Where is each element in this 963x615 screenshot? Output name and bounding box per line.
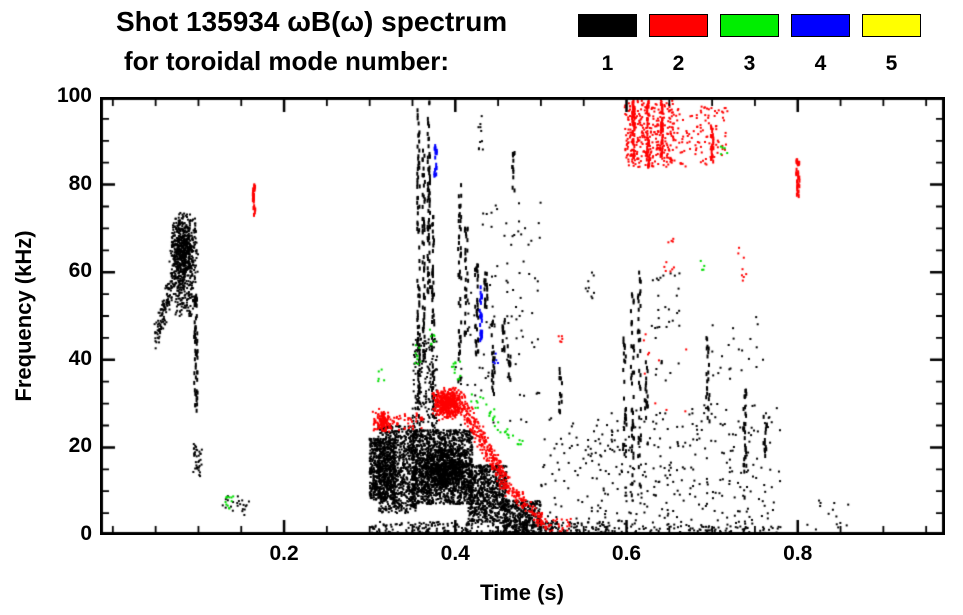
legend-swatches (578, 14, 921, 37)
legend-swatch (862, 14, 921, 37)
y-tick-label: 20 (68, 434, 92, 458)
legend-number: 3 (743, 52, 756, 75)
legend-number: 4 (814, 52, 827, 75)
y-tick-label: 0 (80, 522, 92, 545)
legend-number: 2 (672, 52, 685, 75)
legend-mode-numbers: 1 2 3 4 5 (578, 52, 921, 76)
legend-swatch (649, 14, 708, 37)
x-tick-label: 0.4 (440, 542, 470, 565)
y-tick-label: 100 (56, 84, 92, 107)
y-axis-title: Frequency (kHz) (11, 230, 36, 402)
figure-title: Shot 135934 ωB(ω) spectrum (116, 6, 508, 37)
x-tick-label: 0.8 (783, 542, 813, 565)
legend-swatch (578, 14, 637, 37)
x-tick-label: 0.6 (611, 542, 642, 565)
legend-swatch (791, 14, 850, 37)
figure-subtitle: for toroidal mode number: (124, 46, 449, 76)
legend-swatch (720, 14, 779, 37)
y-tick-label: 80 (68, 171, 92, 195)
legend-number: 1 (601, 52, 614, 75)
x-axis-title: Time (s) (480, 580, 564, 605)
y-tick-label: 40 (68, 346, 92, 370)
legend-number: 5 (885, 52, 898, 75)
y-tick-label: 60 (68, 259, 92, 283)
plot-canvas (100, 97, 945, 535)
x-tick-label: 0.2 (269, 542, 299, 565)
